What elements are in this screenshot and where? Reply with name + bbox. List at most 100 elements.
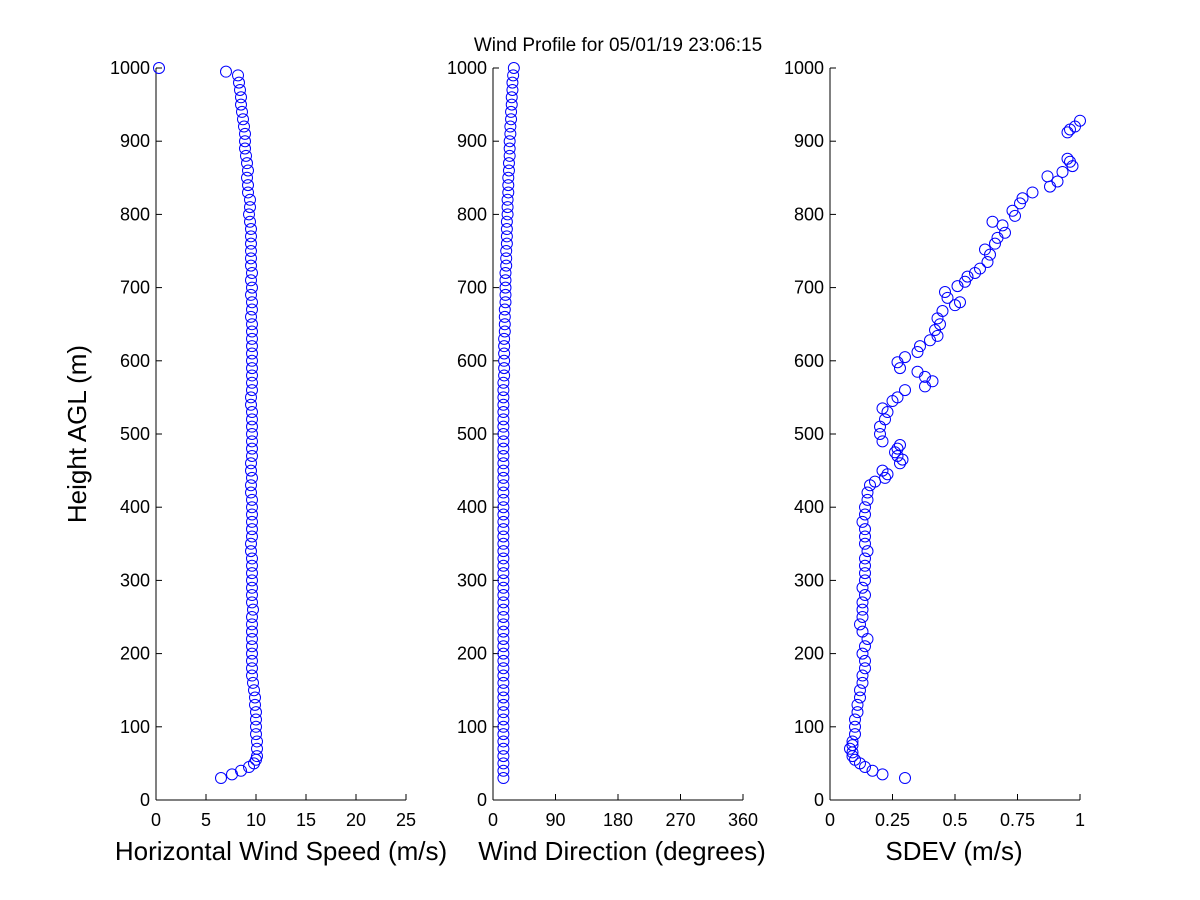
direction-data-point bbox=[497, 493, 510, 506]
direction-data-point bbox=[497, 669, 510, 682]
direction-data-point bbox=[497, 398, 510, 411]
direction-data-point bbox=[505, 98, 518, 111]
direction-data-point bbox=[497, 479, 510, 492]
speed-data-point bbox=[244, 201, 256, 214]
sdev-data-point bbox=[894, 362, 906, 375]
sdev-data-point bbox=[856, 581, 869, 594]
sdev-data-point bbox=[859, 552, 871, 565]
speed-data-point bbox=[247, 603, 259, 616]
direction-data-point bbox=[506, 83, 519, 96]
direction-data-point bbox=[506, 76, 519, 89]
speed-data-point bbox=[237, 113, 249, 126]
direction-data-point bbox=[497, 376, 510, 389]
direction-data-point bbox=[497, 625, 510, 638]
speed-data-point bbox=[246, 567, 258, 580]
direction-data-point bbox=[497, 384, 510, 397]
direction-data-point bbox=[498, 369, 511, 382]
direction-y-tick-label: 900 bbox=[457, 131, 487, 151]
direction-data-point bbox=[497, 552, 510, 565]
sdev-data-point bbox=[849, 720, 861, 733]
sdev-data-point bbox=[911, 346, 924, 359]
speed-data-point bbox=[247, 676, 259, 689]
sdev-y-tick-label: 600 bbox=[794, 351, 824, 371]
sdev-data-point bbox=[876, 435, 889, 448]
sdev-data-point bbox=[936, 305, 949, 318]
speed-x-tick-label: 0 bbox=[151, 810, 161, 830]
speed-data-point bbox=[220, 65, 232, 78]
sdev-data-point bbox=[856, 676, 869, 689]
direction-data-point bbox=[499, 296, 512, 309]
speed-y-tick-label: 400 bbox=[120, 497, 150, 517]
speed-data-point bbox=[245, 545, 257, 558]
speed-x-tick-label: 5 bbox=[201, 810, 211, 830]
direction-data-point bbox=[497, 676, 510, 689]
direction-y-tick-label: 200 bbox=[457, 644, 487, 664]
sdev-x-axis-label: SDEV (m/s) bbox=[885, 836, 1022, 866]
direction-data-point bbox=[497, 567, 510, 580]
sdev-data-point bbox=[859, 530, 871, 543]
speed-y-tick-label: 200 bbox=[120, 644, 150, 664]
speed-data-point bbox=[245, 237, 257, 250]
speed-data-point bbox=[246, 581, 258, 594]
speed-data-point bbox=[232, 69, 244, 82]
speed-y-tick-label: 600 bbox=[120, 351, 150, 371]
direction-data-point bbox=[500, 230, 513, 243]
panel-speed: 0 100 200 300 400 500 600 700 800 900 1000 0 5 10 15 20… bbox=[62, 58, 447, 866]
sdev-data-point bbox=[854, 691, 866, 704]
sdev-data-point bbox=[854, 684, 866, 697]
speed-data-point bbox=[246, 654, 258, 667]
speed-data-point bbox=[246, 632, 258, 645]
direction-data-point bbox=[502, 164, 515, 177]
sdev-data-point bbox=[899, 772, 911, 785]
sdev-x-tick-label: 0.75 bbox=[1000, 810, 1035, 830]
sdev-x-tick-label: 0.25 bbox=[875, 810, 910, 830]
speed-x-tick-label: 15 bbox=[296, 810, 316, 830]
direction-y-tick-label: 500 bbox=[457, 424, 487, 444]
speed-y-tick-label: 800 bbox=[120, 204, 150, 224]
sdev-data-point bbox=[914, 340, 926, 353]
speed-x-tick-label: 20 bbox=[346, 810, 366, 830]
speed-data-point bbox=[246, 669, 258, 682]
sdev-data-point bbox=[891, 442, 904, 455]
direction-data-point bbox=[499, 274, 512, 287]
direction-data-point bbox=[497, 464, 510, 477]
sdev-data-point bbox=[1041, 170, 1054, 183]
sdev-data-point bbox=[974, 262, 986, 275]
speed-data-point bbox=[239, 135, 251, 148]
speed-data-point bbox=[239, 127, 251, 140]
speed-data-point bbox=[246, 266, 258, 279]
speed-data-point bbox=[244, 193, 256, 206]
speed-data-point bbox=[246, 303, 258, 316]
speed-data-point bbox=[246, 515, 258, 528]
speed-y-tick-label: 1000 bbox=[110, 58, 150, 78]
speed-data-point bbox=[250, 728, 262, 741]
direction-data-point bbox=[497, 449, 510, 462]
sdev-data-point bbox=[1061, 126, 1074, 139]
sdev-y-tick-label: 800 bbox=[794, 204, 824, 224]
direction-y-tick-label: 100 bbox=[457, 717, 487, 737]
speed-data-point bbox=[242, 179, 254, 192]
direction-data-point bbox=[505, 91, 518, 104]
direction-data-point bbox=[501, 201, 514, 214]
sdev-data-point bbox=[926, 375, 939, 388]
sdev-data-point bbox=[954, 296, 966, 309]
speed-data-point bbox=[234, 83, 246, 96]
speed-data-point bbox=[246, 471, 258, 484]
direction-data-point bbox=[505, 105, 518, 118]
direction-data-point bbox=[500, 259, 513, 272]
sdev-data-point bbox=[874, 428, 886, 440]
direction-y-tick-label: 1000 bbox=[447, 58, 487, 78]
direction-data-point bbox=[503, 149, 516, 162]
sdev-data-point bbox=[891, 391, 904, 404]
speed-data-point bbox=[245, 537, 257, 550]
speed-data-point bbox=[246, 508, 258, 521]
sdev-data-point bbox=[844, 742, 856, 755]
direction-data-point bbox=[497, 501, 510, 514]
direction-data-point bbox=[498, 325, 511, 338]
sdev-data-point bbox=[879, 471, 891, 484]
speed-data-point bbox=[245, 288, 257, 301]
direction-data-point bbox=[497, 713, 510, 726]
direction-data-point bbox=[497, 698, 510, 711]
speed-data-point bbox=[246, 369, 258, 382]
sdev-data-point bbox=[1026, 186, 1039, 199]
